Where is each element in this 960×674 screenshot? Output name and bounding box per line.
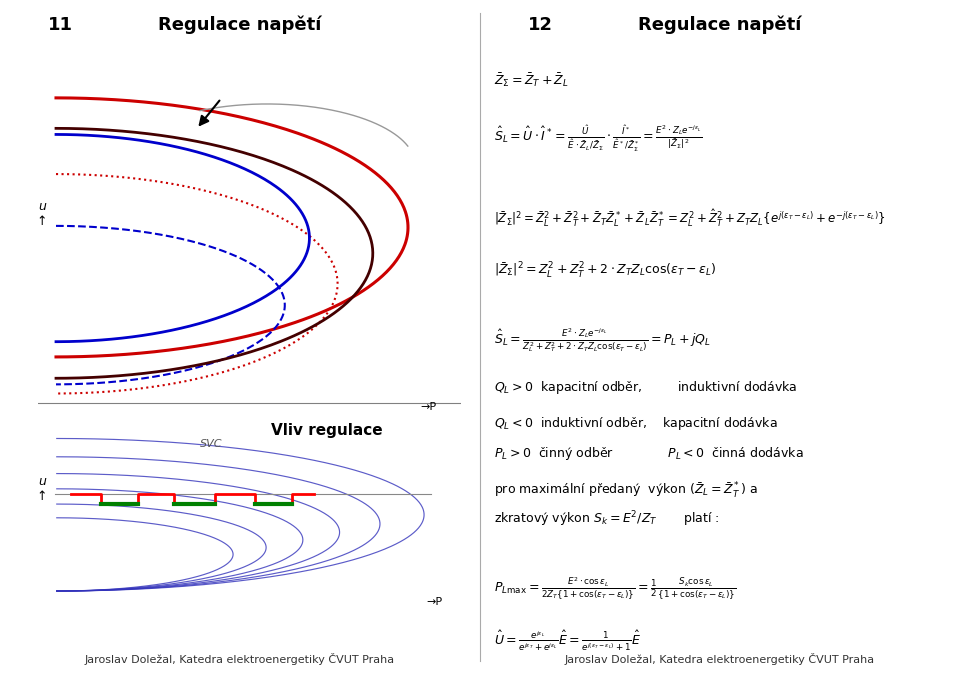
- Text: Vliv regulace: Vliv regulace: [271, 423, 382, 437]
- Text: →P: →P: [426, 597, 443, 607]
- Text: $\hat{S}_L = \frac{E^2 \cdot Z_L e^{-j\varepsilon_L}}{Z_L^2 + Z_T^2 + 2 \cdot Z_: $\hat{S}_L = \frac{E^2 \cdot Z_L e^{-j\v…: [494, 326, 711, 354]
- Text: $\bar{Z}_{\Sigma} = \bar{Z}_T + \bar{Z}_L$: $\bar{Z}_{\Sigma} = \bar{Z}_T + \bar{Z}_…: [494, 71, 569, 88]
- Text: $Q_L > 0$  kapacitní odběr,         induktivní dodávka: $Q_L > 0$ kapacitní odběr, induktivní do…: [494, 379, 798, 396]
- Text: $|\bar{Z}_{\Sigma}|^2 = \bar{Z}_L^2 + \bar{Z}_T^2 + \bar{Z}_T \bar{Z}_L^* + \bar: $|\bar{Z}_{\Sigma}|^2 = \bar{Z}_L^2 + \b…: [494, 208, 886, 228]
- Text: pro maximální předaný  výkon $(\bar{Z}_L = \bar{Z}_T^*)$ a: pro maximální předaný výkon $(\bar{Z}_L …: [494, 480, 757, 500]
- Text: $\hat{S}_L = \hat{U} \cdot \hat{I}^* = \frac{\hat{U}}{\hat{E} \cdot \bar{Z}_L / : $\hat{S}_L = \hat{U} \cdot \hat{I}^* = \…: [494, 124, 703, 154]
- Text: Jaroslav Doležal, Katedra elektroenergetiky ČVUT Praha: Jaroslav Doležal, Katedra elektroenerget…: [84, 653, 396, 665]
- Text: Regulace napětí: Regulace napětí: [158, 16, 322, 34]
- Text: $P_{L\mathrm{max}} = \frac{E^2 \cdot \cos\varepsilon_L}{2Z_T \{1 + \cos(\varepsi: $P_{L\mathrm{max}} = \frac{E^2 \cdot \co…: [494, 575, 736, 602]
- Text: $\hat{U} = \frac{e^{j\varepsilon_L}}{e^{j\varepsilon_T} + e^{j\varepsilon_L}} \h: $\hat{U} = \frac{e^{j\varepsilon_L}}{e^{…: [494, 628, 641, 653]
- Text: $P_L > 0$  činný odběr              $P_L < 0$  činná dodávka: $P_L > 0$ činný odběr $P_L < 0$ činná do…: [494, 445, 804, 462]
- Text: $Q_L < 0$  induktivní odběr,    kapacitní dodávka: $Q_L < 0$ induktivní odběr, kapacitní do…: [494, 415, 778, 432]
- Text: Jaroslav Doležal, Katedra elektroenergetiky ČVUT Praha: Jaroslav Doležal, Katedra elektroenerget…: [564, 653, 876, 665]
- Text: SVC: SVC: [200, 439, 223, 449]
- Text: 12: 12: [528, 16, 553, 34]
- Text: u
↑: u ↑: [36, 200, 47, 228]
- Text: Regulace napětí: Regulace napětí: [638, 16, 802, 34]
- Text: $|\bar{Z}_{\Sigma}|^2 = Z_L^2 + Z_T^2 + 2 \cdot Z_T Z_L \cos(\varepsilon_T - \va: $|\bar{Z}_{\Sigma}|^2 = Z_L^2 + Z_T^2 + …: [494, 261, 716, 280]
- Text: zkratový výkon $S_k = E^2 / Z_T$       platí :: zkratový výkon $S_k = E^2 / Z_T$ platí :: [494, 510, 719, 529]
- Text: u
↑: u ↑: [36, 474, 47, 503]
- Text: →P: →P: [420, 402, 436, 412]
- Text: 11: 11: [48, 16, 73, 34]
